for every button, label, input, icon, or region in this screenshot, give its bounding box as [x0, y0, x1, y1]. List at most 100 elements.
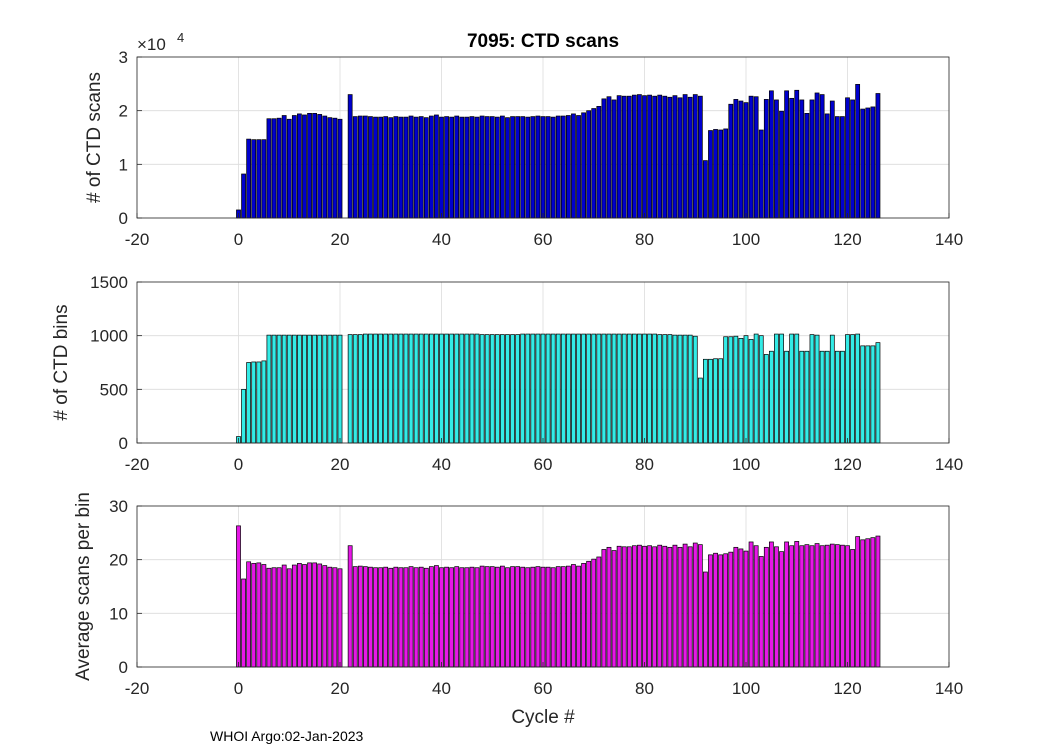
bar: [591, 333, 597, 444]
bar: [373, 116, 378, 219]
bar: [631, 333, 637, 444]
bar: [794, 333, 800, 444]
bar: [677, 97, 683, 219]
bar: [510, 116, 515, 219]
bar: [444, 116, 449, 219]
bar: [718, 129, 724, 219]
bar: [733, 99, 739, 219]
bar: [708, 130, 713, 219]
bar: [535, 115, 541, 219]
bar: [647, 545, 652, 668]
x-tick-label: 100: [732, 679, 760, 698]
bar: [829, 100, 835, 219]
bar: [479, 565, 485, 668]
bar: [454, 566, 460, 668]
bar: [809, 545, 815, 668]
bar: [352, 116, 358, 219]
bar: [571, 113, 576, 219]
bar: [860, 539, 866, 668]
bar: [505, 567, 510, 668]
bar: [444, 333, 449, 444]
bar: [317, 563, 323, 668]
x-tick-label: 100: [732, 230, 760, 249]
x-tick-label: -20: [125, 230, 150, 249]
bar: [596, 556, 602, 668]
bar: [662, 95, 668, 219]
bar: [302, 114, 307, 219]
bar: [479, 334, 485, 444]
bar: [337, 334, 343, 444]
bar: [794, 541, 800, 668]
bar: [474, 567, 480, 668]
bar: [799, 350, 805, 444]
x-tick-label: 40: [432, 230, 451, 249]
bar: [286, 568, 292, 668]
bar: [616, 95, 622, 219]
bar: [413, 567, 419, 668]
bar: [428, 333, 434, 444]
bar: [236, 525, 241, 668]
bar: [865, 345, 871, 444]
bar: [261, 139, 267, 219]
x-tick-label: -20: [125, 455, 150, 474]
bar: [449, 333, 455, 444]
bar: [251, 563, 257, 668]
bar: [347, 545, 353, 668]
bar: [799, 99, 805, 219]
bar: [332, 117, 338, 219]
bar: [413, 116, 419, 219]
bar: [368, 116, 373, 219]
bar: [398, 333, 404, 444]
bar: [271, 118, 277, 219]
bar: [809, 334, 815, 444]
bar: [428, 115, 434, 219]
bar: [459, 333, 465, 444]
bar: [312, 334, 318, 444]
y-tick-label: 1000: [90, 327, 128, 346]
bar: [565, 333, 571, 444]
bar: [256, 139, 262, 219]
bar: [297, 113, 302, 219]
bar: [500, 115, 505, 219]
bar: [865, 538, 871, 668]
bar: [423, 117, 429, 219]
bar: [515, 334, 521, 444]
bar: [870, 537, 876, 668]
bar: [758, 335, 764, 444]
bar: [241, 388, 246, 444]
bar: [327, 566, 333, 668]
bar: [261, 360, 267, 444]
bar: [332, 567, 338, 668]
bar: [834, 350, 840, 444]
y-exponent-label: ×10: [137, 35, 166, 54]
x-tick-label: 40: [432, 679, 451, 698]
bar: [388, 333, 394, 444]
bar: [484, 334, 490, 444]
bar: [520, 116, 526, 219]
bar: [256, 361, 262, 444]
bar: [667, 546, 673, 668]
scans-per-bin-panel: -20 0 20 40 60 80 100 120 140 0 10 20 30 Average scan…: [73, 492, 963, 698]
bar: [276, 117, 282, 219]
x-tick-label: 20: [331, 230, 350, 249]
bar: [525, 333, 531, 444]
bar: [834, 544, 840, 668]
bar: [403, 116, 409, 219]
bar: [626, 95, 632, 219]
bar: [870, 106, 876, 219]
bar: [743, 550, 749, 668]
bar: [672, 95, 678, 219]
bar: [738, 338, 744, 444]
bar: [378, 116, 383, 219]
bar: [779, 551, 784, 668]
bar: [768, 541, 774, 668]
bar: [697, 95, 703, 219]
bar: [408, 566, 414, 668]
x-tick-label: 120: [833, 455, 861, 474]
bar: [393, 333, 399, 444]
bar: [565, 115, 571, 219]
bar: [525, 116, 531, 219]
bar: [784, 541, 789, 668]
y-tick-label: 1500: [90, 273, 128, 292]
bar: [738, 100, 744, 219]
